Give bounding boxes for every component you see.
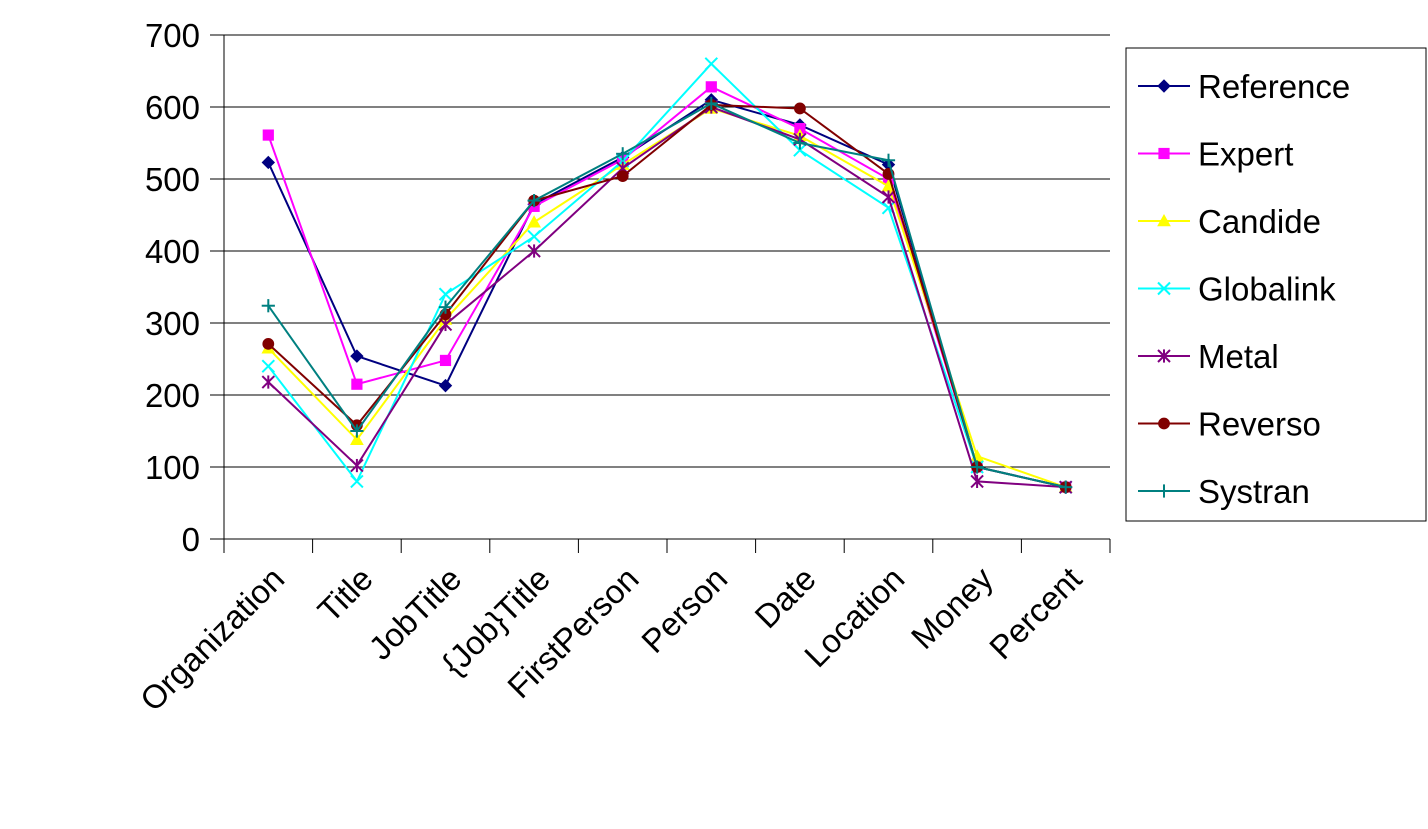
y-tick-label: 700 xyxy=(145,17,200,54)
data-point xyxy=(527,194,541,208)
x-tick-label: Person xyxy=(634,560,734,660)
legend-marker xyxy=(1157,349,1171,363)
y-tick-label: 600 xyxy=(145,89,200,126)
data-point xyxy=(438,300,453,314)
series-systran xyxy=(261,96,1073,494)
legend-marker xyxy=(1157,213,1171,227)
data-point xyxy=(351,378,363,390)
legend-label: Globalink xyxy=(1198,271,1336,308)
y-tick-label: 100 xyxy=(145,449,200,486)
series-line xyxy=(267,105,1066,489)
legend-item: Systran xyxy=(1138,473,1310,510)
series-reverso xyxy=(262,98,1072,494)
data-point xyxy=(439,354,452,367)
legend-marker xyxy=(1157,484,1171,498)
series-line xyxy=(267,62,1066,489)
data-point xyxy=(970,460,984,474)
gridlines xyxy=(224,34,1110,468)
data-point xyxy=(881,153,896,167)
data-point xyxy=(261,155,276,170)
x-tick-label: Organization xyxy=(133,560,291,718)
series-line xyxy=(267,103,1066,489)
data-point xyxy=(527,229,541,244)
data-point xyxy=(1059,480,1073,494)
data-point xyxy=(527,244,541,258)
data-point xyxy=(616,147,630,161)
legend-label: Candide xyxy=(1198,203,1321,240)
data-point xyxy=(616,170,629,183)
data-point xyxy=(794,102,806,115)
data-point xyxy=(262,337,275,350)
legend-item: Reverso xyxy=(1138,406,1321,443)
legend-label: Systran xyxy=(1198,473,1310,510)
data-point xyxy=(704,57,719,71)
series-line xyxy=(267,98,1066,489)
y-tick-label: 300 xyxy=(145,305,200,342)
y-tick-label: 200 xyxy=(145,377,200,414)
legend: Reference Expert Candide Globalink Metal Reve… xyxy=(1125,47,1427,522)
legend-label: Metal xyxy=(1198,338,1279,375)
legend-item: Metal xyxy=(1138,338,1279,375)
data-point xyxy=(261,299,275,313)
series-candide xyxy=(261,101,1073,493)
data-point xyxy=(970,474,984,489)
series-line xyxy=(267,102,1066,489)
data-point xyxy=(350,474,364,489)
x-tick-label: Date xyxy=(747,560,822,635)
data-point xyxy=(350,458,364,473)
legend-label: Expert xyxy=(1198,136,1293,173)
legend-item: Reference xyxy=(1138,68,1350,105)
x-axis: Organization TitleJobTitle{Job}TitleFirst… xyxy=(133,538,1111,718)
legend-box xyxy=(1125,47,1427,522)
y-tick-label: 400 xyxy=(145,233,200,270)
series-metal xyxy=(261,100,1073,494)
data-point xyxy=(793,143,807,157)
legend-marker xyxy=(1158,417,1170,430)
x-tick-label: Location xyxy=(797,560,911,674)
legend-marker xyxy=(1157,79,1171,93)
y-axis: 0 100 200 300 400 500 600 700 xyxy=(145,17,225,558)
legend-item: Expert xyxy=(1138,136,1293,173)
legend-marker xyxy=(1158,147,1170,160)
data-point xyxy=(881,190,896,204)
data-point xyxy=(438,378,453,393)
data-point xyxy=(262,129,274,141)
legend-item: Candide xyxy=(1138,203,1321,240)
series-expert xyxy=(262,81,1072,493)
data-point xyxy=(705,81,717,93)
series-line xyxy=(267,85,1066,489)
data-point xyxy=(438,287,453,301)
x-tick-label: Percent xyxy=(982,560,1089,667)
data-point xyxy=(527,215,541,228)
x-tick-label: Title xyxy=(310,560,379,629)
data-point xyxy=(350,424,364,438)
data-point xyxy=(261,359,276,373)
series-group xyxy=(261,57,1073,494)
data-point xyxy=(350,349,364,363)
legend-item: Globalink xyxy=(1138,271,1336,308)
data-point xyxy=(704,96,718,110)
y-tick-label: 500 xyxy=(145,161,200,198)
y-tick-label: 0 xyxy=(182,521,200,558)
series-line xyxy=(267,107,1067,489)
data-point xyxy=(793,136,807,150)
series-reference xyxy=(261,93,1073,494)
data-point xyxy=(350,432,364,445)
data-point xyxy=(261,375,276,389)
legend-label: Reverso xyxy=(1198,406,1321,443)
legend-marker xyxy=(1157,281,1171,296)
legend-label: Reference xyxy=(1198,68,1350,105)
